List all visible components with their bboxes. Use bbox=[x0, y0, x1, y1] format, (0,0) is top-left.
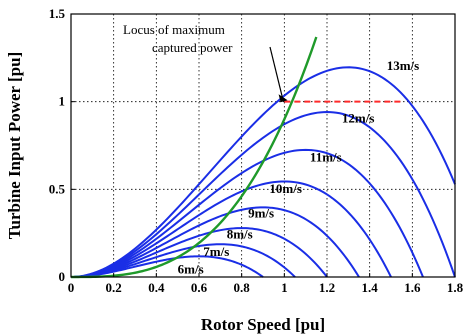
series-label-7ms: 7m/s bbox=[203, 244, 229, 259]
series-label-10ms: 10m/s bbox=[269, 181, 302, 196]
locus-annotation-arrow bbox=[269, 46, 284, 99]
series-label-6ms: 6m/s bbox=[178, 261, 204, 276]
x-tick-label: 1.4 bbox=[362, 280, 379, 295]
power-curve-12ms bbox=[70, 111, 456, 278]
x-tick-label: 1 bbox=[281, 280, 288, 295]
y-axis-label: Turbine Input Power [pu] bbox=[5, 52, 24, 240]
x-tick-label: 1.8 bbox=[447, 280, 464, 295]
y-tick-label: 1.5 bbox=[49, 6, 66, 21]
locus-annotation-line-2: captured power bbox=[152, 40, 233, 55]
series-label-11ms: 11m/s bbox=[310, 149, 342, 164]
series-label-9ms: 9m/s bbox=[248, 205, 274, 220]
y-tick-label: 0 bbox=[59, 269, 66, 284]
series-layer bbox=[70, 66, 456, 278]
x-tick-label: 0.6 bbox=[191, 280, 208, 295]
power-curve-13ms bbox=[70, 66, 456, 278]
x-tick-label: 1.2 bbox=[319, 280, 335, 295]
power-curve-8ms bbox=[70, 227, 328, 278]
locus-annotation-arrowhead bbox=[278, 94, 288, 103]
x-axis-label: Rotor Speed [pu] bbox=[201, 315, 325, 334]
plot-frame bbox=[70, 13, 456, 278]
y-tick-label: 1 bbox=[59, 94, 66, 109]
power-curve-10ms bbox=[70, 180, 392, 278]
locus-max-power-curve bbox=[71, 36, 318, 279]
x-tick-label: 0.4 bbox=[148, 280, 165, 295]
power-curve-9ms bbox=[70, 206, 360, 278]
power-curve-11ms bbox=[70, 148, 424, 278]
x-tick-label: 0 bbox=[68, 280, 75, 295]
series-label-13ms: 13m/s bbox=[387, 58, 420, 73]
x-tick-label: 0.2 bbox=[106, 280, 122, 295]
x-tick-label: 0.8 bbox=[234, 280, 251, 295]
locus-layer bbox=[71, 36, 318, 279]
tick-layer: 0 0.2 0.4 0.6 0.8 1 1.2 1.4 1.6 1.8 0 0.5 1 1.5 bbox=[49, 6, 464, 295]
series-label-8ms: 8m/s bbox=[227, 226, 253, 241]
series-label-12ms: 12m/s bbox=[342, 111, 375, 126]
series-label-layer: 6m/s 7m/s 8m/s 9m/s 10m/s 11m/s 12m/s 13m/s bbox=[178, 58, 420, 276]
x-tick-label: 1.6 bbox=[404, 280, 421, 295]
y-tick-label: 0.5 bbox=[49, 181, 66, 196]
grid-layer bbox=[71, 14, 455, 277]
locus-annotation-line-1: Locus of maximum bbox=[123, 22, 225, 37]
